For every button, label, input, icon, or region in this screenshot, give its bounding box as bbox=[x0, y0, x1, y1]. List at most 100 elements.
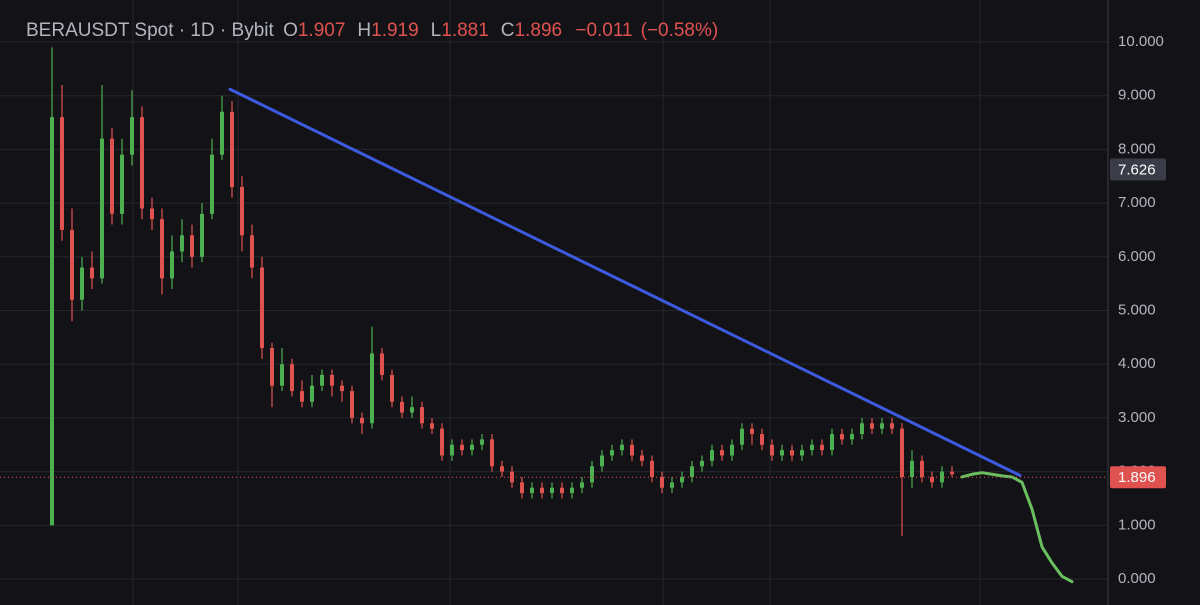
candle-body bbox=[710, 450, 714, 461]
y-tick-label: 9.000 bbox=[1118, 87, 1156, 104]
candle-body bbox=[60, 117, 64, 230]
candle-body bbox=[550, 487, 554, 494]
candle-body bbox=[860, 423, 864, 435]
candle-body bbox=[390, 374, 394, 402]
candle-body bbox=[440, 428, 444, 456]
candle-body bbox=[910, 460, 914, 477]
candle-body bbox=[290, 364, 294, 392]
candle-body bbox=[450, 444, 454, 456]
candle-body bbox=[220, 111, 224, 155]
y-tick-label: 1.000 bbox=[1118, 516, 1156, 533]
candle-body bbox=[830, 434, 834, 451]
candle-body bbox=[680, 476, 684, 483]
candle-body bbox=[660, 476, 664, 488]
crosshair-price-box bbox=[1110, 158, 1166, 181]
candle-body bbox=[470, 444, 474, 451]
candle-body bbox=[950, 471, 954, 475]
candle-body bbox=[320, 374, 324, 386]
legend-header: BERAUSDT Spot · 1D · Bybit O1.907 H1.919 L… bbox=[26, 20, 726, 42]
candle-body bbox=[130, 117, 134, 155]
candle-body bbox=[600, 455, 604, 467]
candle-body bbox=[730, 444, 734, 456]
candle-body bbox=[890, 423, 894, 429]
candle-body bbox=[810, 444, 814, 451]
candle-body bbox=[210, 154, 214, 214]
candle-body bbox=[100, 138, 104, 279]
candle-body bbox=[280, 364, 284, 386]
candle-body bbox=[180, 235, 184, 252]
candle-body bbox=[700, 460, 704, 467]
candle-body bbox=[200, 213, 204, 257]
candle-body bbox=[870, 423, 874, 429]
ohlc: O1.907 H1.919 L1.881 C1.896 bbox=[279, 20, 570, 41]
y-tick-label: 6.000 bbox=[1118, 248, 1156, 265]
candle-body bbox=[610, 450, 614, 456]
candle-body bbox=[270, 348, 274, 386]
candle-body bbox=[570, 487, 574, 494]
candle-body bbox=[940, 471, 944, 483]
candle-body bbox=[150, 208, 154, 220]
candle-body bbox=[330, 374, 334, 386]
candle-body bbox=[620, 444, 624, 451]
ohlc-key: O bbox=[283, 20, 298, 41]
y-tick-label: 10.000 bbox=[1118, 33, 1164, 50]
candle-body bbox=[490, 439, 494, 467]
candle-body bbox=[930, 476, 934, 483]
y-tick-label: 7.000 bbox=[1118, 194, 1156, 211]
candle-body bbox=[360, 417, 364, 424]
candle-body bbox=[120, 154, 124, 214]
candle-body bbox=[540, 487, 544, 494]
candle-body bbox=[310, 385, 314, 402]
candle-body bbox=[670, 482, 674, 488]
candle-body bbox=[880, 423, 884, 429]
crosshair-price-label: 7.626 bbox=[1118, 161, 1156, 178]
trend-line bbox=[228, 87, 1022, 477]
candle-body bbox=[580, 482, 584, 488]
candle-body bbox=[840, 434, 844, 440]
ohlc-key: C bbox=[500, 20, 515, 41]
candle-body bbox=[590, 466, 594, 483]
candle-body bbox=[410, 407, 414, 413]
candle-body bbox=[900, 428, 904, 477]
candle-body bbox=[460, 444, 464, 451]
candle-body bbox=[190, 235, 194, 257]
ohlc-value: 1.919 bbox=[371, 20, 419, 41]
projection-line bbox=[960, 471, 1074, 584]
candle-body bbox=[430, 423, 434, 429]
candle-body bbox=[170, 251, 174, 279]
candle-body bbox=[640, 455, 644, 461]
candle-body bbox=[850, 434, 854, 440]
candle-body bbox=[480, 439, 484, 445]
symbol: BERAUSDT Spot · 1D · Bybit bbox=[26, 20, 274, 41]
candle-body bbox=[530, 487, 534, 494]
candle-body bbox=[110, 138, 114, 214]
y-tick-label: 3.000 bbox=[1118, 409, 1156, 426]
ohlc-value: 1.907 bbox=[297, 20, 346, 41]
ohlc-value: 1.896 bbox=[514, 20, 563, 41]
candle-body bbox=[820, 444, 824, 451]
candle-body bbox=[240, 186, 244, 236]
change-pct: (−0.58%) bbox=[640, 20, 719, 41]
last-price-box bbox=[1110, 466, 1166, 489]
candle-body bbox=[300, 391, 304, 402]
candle-body bbox=[750, 428, 754, 435]
candle-body bbox=[630, 444, 634, 456]
change: −0.011 bbox=[575, 20, 633, 41]
candle-body bbox=[400, 401, 404, 413]
candle-body bbox=[140, 117, 144, 209]
candle-body bbox=[920, 460, 924, 477]
last-price-label: 1.896 bbox=[1118, 469, 1156, 486]
y-tick-label: 4.000 bbox=[1118, 355, 1156, 372]
candle-body bbox=[520, 482, 524, 494]
candle-body bbox=[380, 353, 384, 375]
candle-body bbox=[500, 466, 504, 472]
candle-body bbox=[250, 235, 254, 268]
candle-body bbox=[70, 229, 74, 300]
candle-body bbox=[560, 487, 564, 494]
candle-body bbox=[790, 450, 794, 456]
candle-body bbox=[690, 466, 694, 477]
y-tick-label: 8.000 bbox=[1118, 140, 1156, 157]
candle-body bbox=[90, 267, 94, 279]
